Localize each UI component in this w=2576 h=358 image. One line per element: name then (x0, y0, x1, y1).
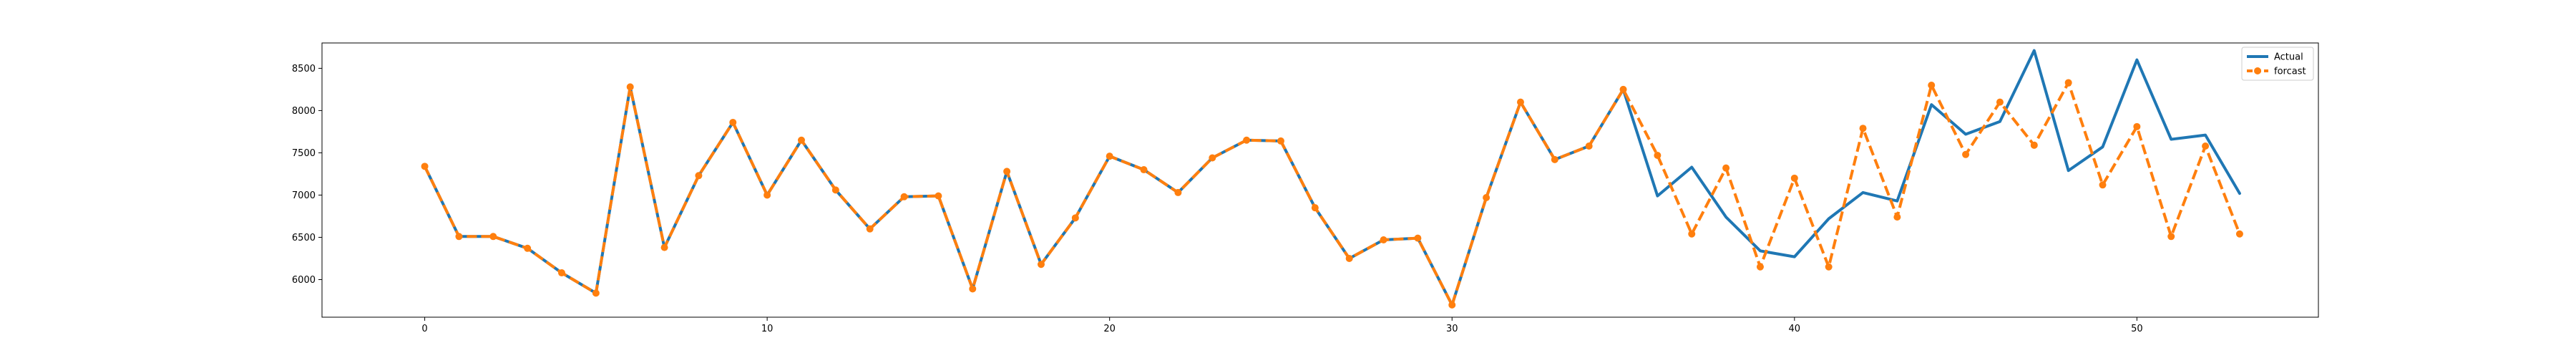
data-point-forcast (2235, 230, 2243, 238)
data-point-forcast (1516, 98, 1524, 106)
x-tick-label: 50 (2131, 324, 2143, 334)
data-point-forcast (455, 233, 463, 241)
data-point-forcast (421, 163, 429, 170)
axes-frame (321, 42, 2319, 318)
data-point-forcast (626, 83, 634, 91)
data-point-forcast (1209, 154, 1216, 162)
data-point-forcast (866, 225, 874, 233)
data-point-forcast (1277, 137, 1284, 145)
axis-ticks: 0 10 20 30 40 50 6000 6500 7000 7500 8000 8500 (292, 64, 2143, 334)
data-point-forcast (1928, 82, 1936, 90)
x-tick-label: 40 (1789, 324, 1801, 334)
data-point-forcast (1688, 230, 1696, 238)
legend: Actual forcast (2241, 47, 2314, 81)
data-point-forcast (763, 191, 771, 199)
x-tick-label: 10 (761, 324, 774, 334)
y-tick-label: 7500 (292, 148, 316, 159)
data-point-forcast (797, 136, 805, 144)
data-point-forcast (935, 192, 942, 200)
data-point-forcast (1962, 150, 1970, 158)
data-point-forcast (660, 243, 668, 251)
legend-label-forcast: forcast (2274, 67, 2306, 77)
legend-marker-forcast (2254, 67, 2261, 74)
data-point-forcast (1619, 85, 1627, 93)
data-point-forcast (1003, 168, 1011, 175)
data-point-forcast (2064, 79, 2072, 87)
data-point-forcast (900, 193, 908, 200)
data-point-forcast (1756, 263, 1764, 271)
x-tick-label: 20 (1103, 324, 1116, 334)
x-tick-label: 0 (421, 324, 427, 334)
data-point-forcast (1071, 214, 1079, 222)
data-point-forcast (1551, 155, 1558, 163)
y-tick-label: 6500 (292, 233, 316, 243)
data-point-forcast (1140, 166, 1148, 174)
data-point-forcast (1654, 151, 1662, 159)
data-point-forcast (2099, 181, 2107, 189)
data-point-forcast (1448, 301, 1456, 309)
data-point-forcast (695, 172, 703, 180)
data-point-forcast (1585, 142, 1593, 150)
plot-area (421, 49, 2243, 309)
data-point-forcast (592, 289, 600, 297)
data-point-forcast (1825, 263, 1833, 271)
data-point-forcast (1859, 125, 1867, 132)
data-point-forcast (524, 244, 532, 252)
y-tick-label: 7000 (292, 190, 316, 201)
y-tick-label: 8000 (292, 106, 316, 117)
data-point-forcast (1345, 254, 1353, 262)
data-point-forcast (1106, 153, 1113, 160)
data-point-forcast (831, 186, 839, 194)
x-tick-label: 30 (1446, 324, 1458, 334)
data-point-forcast (1174, 188, 1182, 196)
data-point-forcast (729, 118, 737, 126)
data-point-forcast (1037, 261, 1045, 268)
data-point-forcast (2133, 122, 2141, 130)
data-point-forcast (1893, 213, 1901, 221)
data-point-forcast (2167, 233, 2175, 241)
data-point-forcast (489, 233, 497, 241)
data-point-forcast (2030, 141, 2038, 149)
data-point-forcast (969, 285, 977, 293)
data-point-forcast (1722, 164, 1730, 172)
series-line-forcast (423, 81, 2241, 306)
data-point-forcast (1243, 136, 1251, 144)
data-point-forcast (2202, 142, 2210, 150)
data-point-forcast (1311, 204, 1319, 212)
data-point-forcast (1380, 236, 1387, 244)
data-point-forcast (1414, 234, 1422, 242)
data-point-forcast (557, 269, 565, 277)
data-point-forcast (1790, 174, 1798, 182)
y-tick-label: 6000 (292, 275, 316, 286)
data-point-forcast (1483, 193, 1491, 201)
legend-label-actual: Actual (2274, 52, 2303, 63)
y-tick-label: 8500 (292, 64, 316, 74)
data-point-forcast (1996, 98, 2004, 106)
